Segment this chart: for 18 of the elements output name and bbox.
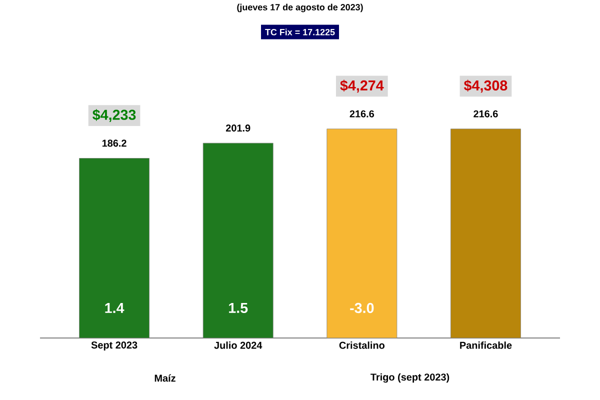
chart-subtitle: (jueves 17 de agosto de 2023)	[237, 4, 363, 12]
text: $4,233	[92, 109, 136, 122]
x-tick-label: Sept 2023	[91, 342, 138, 351]
text: Trigo (sept 2023)	[370, 373, 450, 383]
data-label: 186.2	[102, 140, 126, 147]
text: $4,274	[340, 80, 384, 93]
annotation: -3.0	[350, 302, 374, 314]
data-label: 201.9	[226, 124, 250, 132]
x-tick-label: Julio 2024	[214, 342, 262, 349]
text: $4,308	[464, 80, 508, 93]
x-tick-label: Cristalino	[339, 342, 385, 349]
data-label: 216.6	[474, 110, 498, 118]
text: TC Fix = 17.1225	[265, 28, 335, 36]
text: Maíz	[154, 374, 176, 382]
data-label: 216.6	[350, 110, 374, 118]
annotation: 1.5	[229, 302, 248, 314]
annotation: 1.4	[105, 303, 124, 313]
x-tick-label: Panificable	[460, 342, 512, 349]
